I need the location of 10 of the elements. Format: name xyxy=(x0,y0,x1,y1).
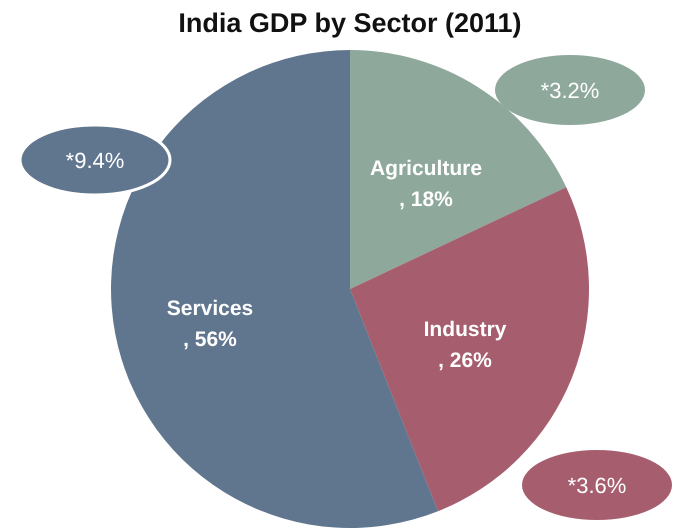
data-label: , 26% xyxy=(438,349,492,372)
chart-title: India GDP by Sector (2011) xyxy=(178,8,522,38)
data-label: , 18% xyxy=(399,188,453,211)
slice-label: Industry xyxy=(424,318,506,341)
data-label: , 56% xyxy=(183,328,237,351)
slice-label: Services xyxy=(166,297,254,320)
text: *3.6% xyxy=(568,473,626,498)
slice-label: Agriculture xyxy=(370,157,482,180)
text: *3.2% xyxy=(540,78,600,103)
text: *9.4% xyxy=(66,148,124,173)
